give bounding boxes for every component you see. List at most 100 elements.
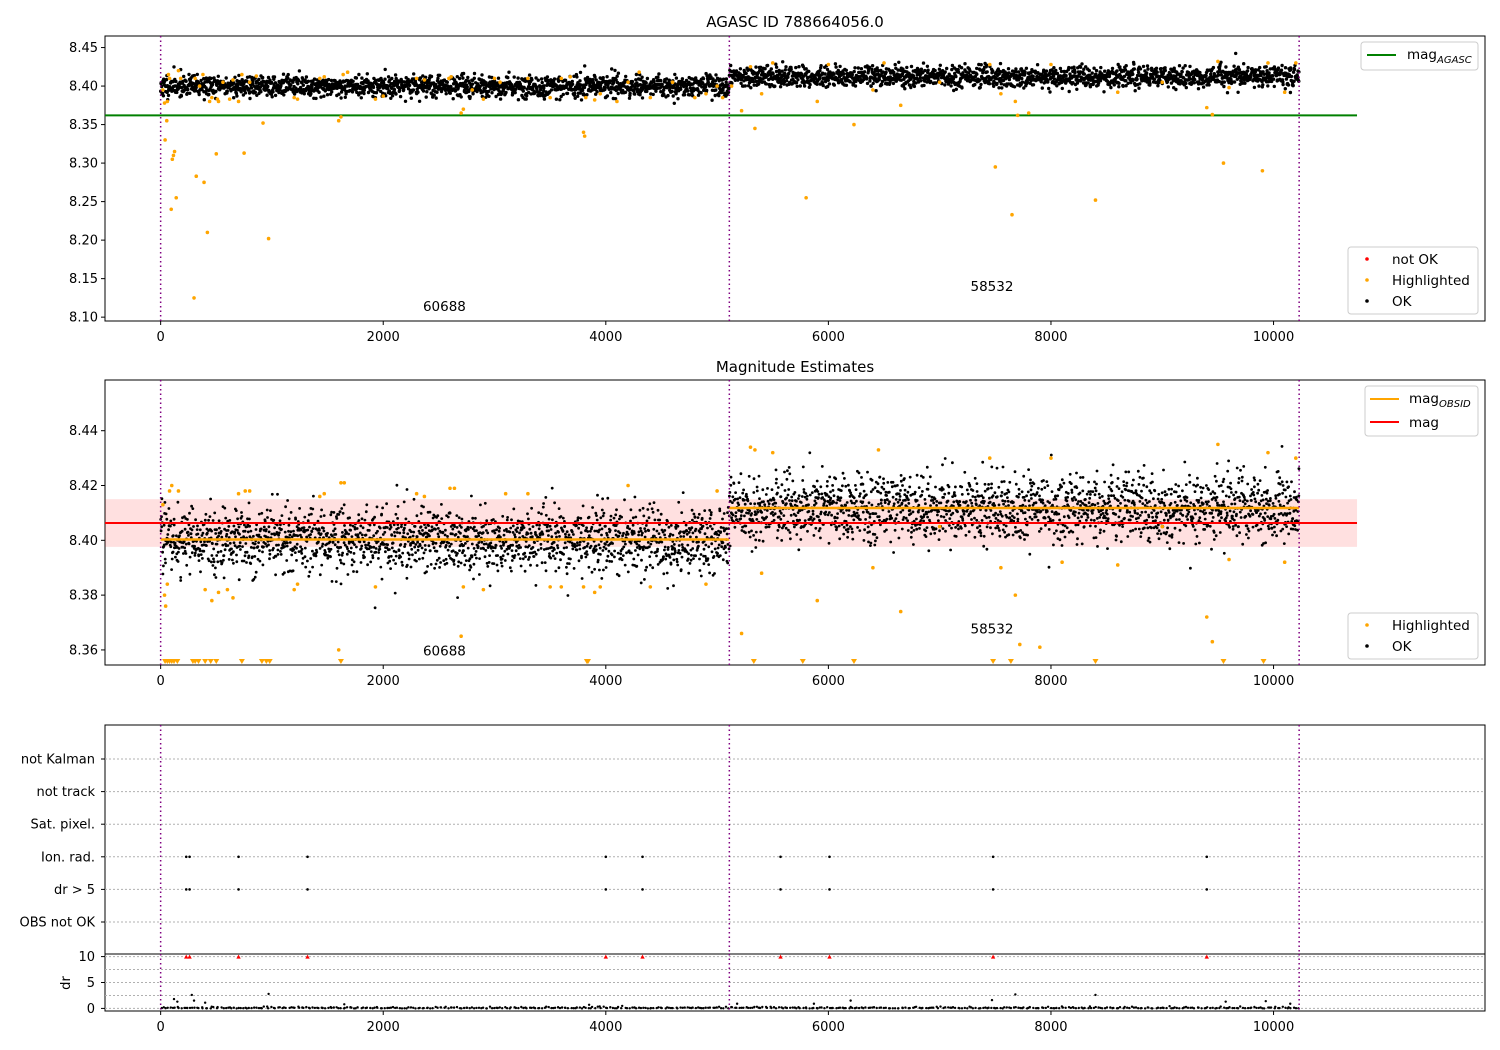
ok-point <box>552 77 557 81</box>
ok-point <box>488 554 491 557</box>
ok-point <box>415 535 419 539</box>
ok-point <box>1192 81 1197 85</box>
ok-point <box>369 560 373 564</box>
ok-point <box>421 89 426 93</box>
ok-point <box>334 533 338 536</box>
ok-point <box>491 549 495 553</box>
ok-point <box>402 531 406 535</box>
ok-point <box>1006 67 1011 71</box>
ok-point <box>471 92 475 96</box>
ok-point <box>549 528 553 531</box>
ok-point <box>673 82 677 86</box>
ok-point <box>347 541 351 545</box>
ok-point <box>357 72 361 77</box>
ok-point <box>456 564 460 568</box>
ok-point <box>579 516 583 520</box>
ok-point <box>424 95 428 99</box>
ok-point <box>537 527 541 531</box>
ok-point <box>455 514 459 517</box>
ok-point <box>662 88 666 92</box>
highlighted-point <box>1026 111 1031 115</box>
ok-point <box>492 518 495 521</box>
ok-point <box>424 548 427 552</box>
ok-point <box>995 81 999 86</box>
ok-point <box>308 570 312 574</box>
ok-point <box>457 76 462 81</box>
ok-point <box>208 515 212 518</box>
ok-point <box>424 526 428 529</box>
ok-point <box>1174 87 1178 92</box>
ok-point <box>187 542 191 546</box>
ok-point <box>1020 76 1024 81</box>
ok-point <box>1115 69 1119 73</box>
ok-point <box>209 497 213 501</box>
ok-point <box>392 558 395 562</box>
ok-point <box>337 553 341 557</box>
highlighted-point <box>1227 85 1231 90</box>
ok-point <box>1040 86 1045 90</box>
ok-point <box>188 511 191 515</box>
highlighted-point <box>871 88 875 92</box>
ok-point <box>545 75 550 79</box>
ok-point <box>544 513 548 517</box>
ok-point <box>477 541 481 544</box>
ok-point <box>339 546 343 549</box>
ok-point <box>275 531 279 534</box>
ok-point <box>578 547 582 551</box>
ok-point <box>535 87 539 91</box>
ok-point <box>925 64 930 69</box>
ok-point <box>506 75 510 80</box>
highlighted-point <box>626 80 630 85</box>
ok-point <box>169 519 173 523</box>
ok-point <box>795 84 799 89</box>
ok-point <box>535 564 539 567</box>
ok-point <box>525 94 529 98</box>
ok-point <box>609 90 613 95</box>
ok-point <box>555 551 559 555</box>
ok-point <box>311 507 315 511</box>
ok-point <box>418 557 421 561</box>
ok-point <box>576 541 579 545</box>
ok-point <box>440 517 444 520</box>
ok-point <box>746 84 751 88</box>
ok-point <box>1135 77 1139 82</box>
ok-point <box>521 557 525 561</box>
ok-point <box>314 554 318 558</box>
ok-point <box>245 561 248 564</box>
ok-point <box>402 87 406 92</box>
highlighted-point <box>167 76 172 81</box>
highlighted-point <box>345 70 350 75</box>
highlighted-point <box>559 76 564 81</box>
ok-point <box>688 93 692 97</box>
ok-point <box>356 533 360 537</box>
ok-point <box>241 545 244 548</box>
ok-point <box>412 72 416 76</box>
ok-point <box>470 554 474 558</box>
ok-point <box>434 527 437 531</box>
ok-point <box>659 78 663 83</box>
ok-point <box>425 84 430 88</box>
ok-point <box>540 561 544 565</box>
ok-point <box>384 550 387 554</box>
ok-point <box>541 505 545 509</box>
ok-point <box>176 500 180 504</box>
highlighted-point <box>322 75 327 79</box>
ok-point <box>557 530 560 534</box>
ok-point <box>326 77 331 82</box>
ok-point <box>574 87 578 92</box>
x-tick-label: 6000 <box>812 330 845 345</box>
ok-point <box>248 524 252 528</box>
ok-point <box>469 565 473 569</box>
ok-point <box>533 541 536 544</box>
highlighted-point <box>1294 61 1298 65</box>
ok-point <box>531 525 535 528</box>
ok-point <box>253 575 257 579</box>
ok-point <box>585 544 589 548</box>
ok-point <box>949 84 953 88</box>
ok-point <box>239 90 243 94</box>
ok-point <box>752 83 756 87</box>
ok-point <box>303 546 307 550</box>
y-tick-label: 8.40 <box>69 80 98 95</box>
ok-point <box>433 566 436 570</box>
highlighted-point <box>459 111 463 115</box>
